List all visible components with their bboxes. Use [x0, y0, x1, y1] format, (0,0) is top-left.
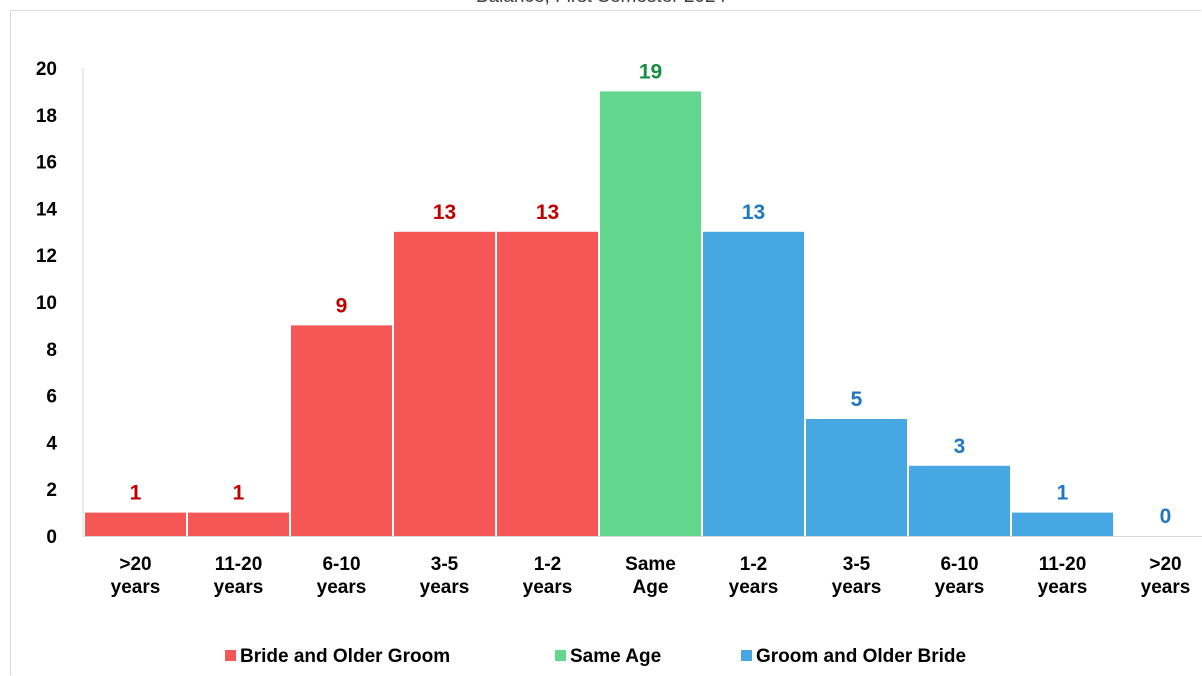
bar	[703, 231, 804, 537]
x-tick-label: >20 years	[1141, 554, 1191, 598]
x-tick-label: 1-2 years	[729, 554, 779, 598]
bar	[806, 419, 907, 536]
data-label: 13	[433, 201, 456, 224]
data-label: 0	[1160, 505, 1172, 528]
legend-swatch	[225, 650, 236, 661]
x-tick-label: 3-5 years	[420, 554, 470, 598]
x-tick-label: 1-2 years	[523, 554, 573, 598]
bar	[188, 512, 289, 536]
y-axis: 0 2 4 6 8 10 12 14 16 18 20	[36, 59, 84, 548]
x-tick-label: 11-20 years	[1038, 554, 1088, 598]
legend-swatch	[741, 650, 752, 661]
data-label: 1	[130, 482, 142, 505]
y-tick-label: 18	[36, 106, 57, 127]
legend-label: Groom and Older Bride	[756, 646, 966, 667]
bars-layer	[85, 91, 1113, 537]
y-tick-label: 16	[36, 153, 57, 174]
bar	[291, 325, 392, 536]
x-tick-label: 11-20 years	[214, 554, 264, 598]
bar	[1012, 512, 1113, 536]
bar	[600, 91, 701, 537]
x-tick-label: 6-10 years	[317, 554, 367, 598]
data-label: 9	[336, 294, 348, 317]
chart-title: Balance, First Semester 2024	[0, 0, 1202, 8]
y-tick-label: 0	[46, 527, 57, 548]
y-tick-label: 8	[46, 340, 57, 361]
data-label: 1	[233, 482, 245, 505]
legend: Bride and Older Groom Same Age Groom and O…	[225, 646, 966, 667]
bar	[394, 231, 495, 537]
data-label: 5	[851, 388, 863, 411]
x-tick-label: Same Age	[625, 554, 676, 598]
y-tick-label: 10	[36, 293, 57, 314]
y-tick-label: 20	[36, 59, 57, 80]
y-tick-label: 6	[46, 387, 57, 408]
legend-swatch	[555, 650, 566, 661]
legend-label: Same Age	[570, 646, 661, 667]
legend-label: Bride and Older Groom	[240, 646, 450, 667]
x-tick-label: 6-10 years	[935, 554, 985, 598]
data-label: 13	[742, 201, 765, 224]
x-axis: >20 years 11-20 years 6-10 years 3-5 years 1-2 ye…	[83, 536, 1202, 598]
bar	[909, 465, 1010, 536]
bar	[497, 231, 598, 537]
data-label: 13	[536, 201, 559, 224]
data-label: 19	[639, 60, 662, 83]
data-label: 3	[954, 435, 966, 458]
y-tick-label: 4	[46, 433, 57, 454]
bar	[85, 512, 186, 536]
x-tick-label: >20 years	[111, 554, 161, 598]
y-tick-label: 2	[46, 480, 57, 501]
data-label: 1	[1057, 482, 1069, 505]
y-tick-label: 14	[36, 199, 58, 220]
y-tick-label: 12	[36, 246, 57, 267]
x-tick-label: 3-5 years	[832, 554, 882, 598]
